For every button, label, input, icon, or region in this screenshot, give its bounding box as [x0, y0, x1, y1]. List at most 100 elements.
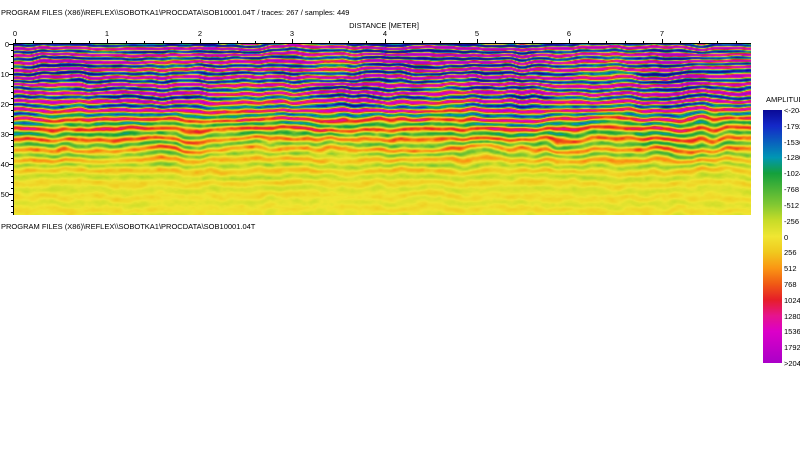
colorbar-tick-label: 1536 — [784, 327, 800, 337]
colorbar-tick-label: -256 — [784, 216, 800, 226]
x-minor-tick — [680, 41, 681, 43]
x-minor-tick — [348, 41, 349, 43]
y-minor-tick — [11, 116, 13, 117]
x-tick-label: 0 — [12, 29, 18, 38]
y-minor-tick — [11, 104, 13, 105]
x-minor-tick — [422, 41, 423, 43]
y-minor-tick — [11, 74, 13, 75]
x-axis-line — [13, 43, 751, 44]
x-tick-label: 2 — [197, 29, 203, 38]
y-minor-tick — [11, 80, 13, 81]
y-axis-line — [13, 43, 14, 215]
colorbar-tick-label: -1792 — [784, 121, 800, 131]
x-minor-tick — [52, 41, 53, 43]
y-minor-tick — [11, 128, 13, 129]
x-minor-tick — [311, 41, 312, 43]
colorbar-tick-label: 1280 — [784, 311, 800, 321]
x-minor-tick — [625, 41, 626, 43]
colorbar-tick-label: >2048 — [784, 359, 800, 368]
colorbar-tick-label: -1024 — [784, 169, 800, 179]
x-tick-label: 7 — [659, 29, 665, 38]
y-minor-tick — [11, 86, 13, 87]
y-minor-tick — [11, 188, 13, 189]
x-minor-tick — [588, 41, 589, 43]
y-minor-tick — [11, 56, 13, 57]
x-minor-tick — [699, 41, 700, 43]
y-minor-tick — [11, 92, 13, 93]
x-minor-tick — [662, 41, 663, 43]
x-minor-tick — [218, 41, 219, 43]
x-minor-tick — [89, 41, 90, 43]
x-tick-label: 4 — [382, 29, 388, 38]
colorbar-tick-label: 512 — [784, 264, 797, 274]
file-path-footer: PROGRAM FILES (X86)\REFLEX\\SOBOTKA1\PRO… — [1, 222, 256, 231]
y-minor-tick — [11, 134, 13, 135]
x-minor-tick — [163, 41, 164, 43]
y-tick-label: 0 — [4, 40, 9, 49]
x-minor-tick — [70, 41, 71, 43]
x-minor-tick — [551, 41, 552, 43]
x-minor-tick — [643, 41, 644, 43]
x-minor-tick — [181, 41, 182, 43]
colorbar-tick-label: <-2048 — [784, 106, 800, 115]
x-tick-label: 3 — [289, 29, 295, 38]
x-minor-tick — [237, 41, 238, 43]
y-minor-tick — [11, 152, 13, 153]
x-minor-tick — [200, 41, 201, 43]
x-minor-tick — [107, 41, 108, 43]
x-minor-tick — [532, 41, 533, 43]
y-minor-tick — [11, 212, 13, 213]
y-minor-tick — [11, 122, 13, 123]
y-minor-tick — [11, 206, 13, 207]
x-minor-tick — [477, 41, 478, 43]
colorbar-tick-label: -1536 — [784, 137, 800, 147]
y-minor-tick — [11, 50, 13, 51]
x-minor-tick — [569, 41, 570, 43]
x-minor-tick — [495, 41, 496, 43]
y-minor-tick — [11, 140, 13, 141]
y-minor-tick — [11, 170, 13, 171]
x-minor-tick — [15, 41, 16, 43]
x-minor-tick — [440, 41, 441, 43]
x-minor-tick — [255, 41, 256, 43]
x-minor-tick — [717, 41, 718, 43]
colorbar-tick-label: -768 — [784, 185, 800, 195]
x-minor-tick — [329, 41, 330, 43]
x-minor-tick — [126, 41, 127, 43]
x-minor-tick — [606, 41, 607, 43]
colorbar-tick-label: 256 — [784, 248, 797, 258]
y-tick-label: 30 — [0, 130, 9, 139]
radargram-heatmap — [14, 44, 751, 215]
colorbar-tick-label: 1792 — [784, 343, 800, 353]
colorbar-tick-label: -1280 — [784, 153, 800, 163]
y-minor-tick — [11, 164, 13, 165]
colorbar-gradient — [763, 110, 782, 363]
y-tick-label: 50 — [0, 190, 9, 199]
y-tick-label: 10 — [0, 70, 9, 79]
colorbar-tick-label: 768 — [784, 279, 797, 289]
colorbar-tick-label: 1024 — [784, 295, 800, 305]
y-minor-tick — [11, 200, 13, 201]
y-minor-tick — [11, 194, 13, 195]
x-tick-label: 1 — [104, 29, 110, 38]
x-tick-label: 5 — [474, 29, 480, 38]
file-path-title: PROGRAM FILES (X86)\REFLEX\\SOBOTKA1\PRO… — [1, 8, 350, 17]
y-minor-tick — [11, 182, 13, 183]
y-minor-tick — [11, 68, 13, 69]
x-minor-tick — [459, 41, 460, 43]
y-minor-tick — [11, 146, 13, 147]
x-tick-label: 6 — [566, 29, 572, 38]
y-minor-tick — [11, 110, 13, 111]
y-minor-tick — [11, 158, 13, 159]
colorbar-title: AMPLITUDE — [766, 95, 800, 104]
x-minor-tick — [736, 41, 737, 43]
colorbar-tick-label: -512 — [784, 200, 800, 210]
x-minor-tick — [274, 41, 275, 43]
x-minor-tick — [292, 41, 293, 43]
y-minor-tick — [11, 62, 13, 63]
x-minor-tick — [514, 41, 515, 43]
colorbar-tick-label: 0 — [784, 232, 789, 242]
y-minor-tick — [11, 98, 13, 99]
y-minor-tick — [11, 176, 13, 177]
x-minor-tick — [366, 41, 367, 43]
